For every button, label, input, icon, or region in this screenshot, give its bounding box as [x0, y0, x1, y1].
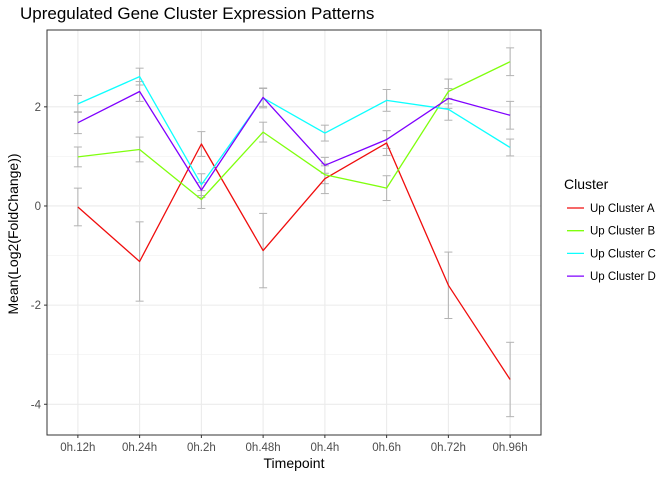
y-tick-label: 0 [35, 201, 41, 213]
x-tick-label: 0h.6h [372, 442, 401, 454]
y-tick-label: -2 [31, 300, 41, 312]
x-axis-title: Timepoint [264, 455, 325, 471]
legend-label: Up Cluster C [590, 248, 656, 260]
series-line [77, 142, 511, 380]
error-bar [73, 146, 82, 168]
axes: -4 -2 0 2 0h.12h 0h.24h 0h.2h 0h.48h 0h.4h 0h.6h 0… [31, 102, 528, 454]
x-tick-label: 0h.4h [310, 442, 339, 454]
series-lines [77, 61, 511, 380]
legend-title: Cluster [564, 176, 609, 192]
x-tick-label: 0h.24h [122, 442, 157, 454]
y-tick-label: -4 [31, 399, 42, 411]
chart-title: Upregulated Gene Cluster Expression Patt… [20, 4, 374, 23]
error-bar [506, 138, 515, 157]
y-axis-title: Mean(Log2(FoldChange)) [5, 153, 21, 314]
x-tick-label: 0h.96h [493, 442, 528, 454]
series-line [77, 75, 511, 186]
error-bar [506, 47, 515, 77]
error-bar [73, 111, 82, 135]
error-bar [506, 100, 515, 130]
plot-panel-border [46, 29, 542, 436]
legend-label: Up Cluster D [590, 271, 656, 283]
x-tick-label: 0h.48h [246, 442, 281, 454]
x-tick-label: 0h.12h [60, 442, 95, 454]
legend-label: Up Cluster B [590, 226, 656, 238]
legend-label: Up Cluster A [590, 203, 655, 215]
x-tick-label: 0h.2h [187, 442, 216, 454]
x-tick-label: 0h.72h [431, 442, 466, 454]
series-line [77, 90, 511, 191]
legend: Cluster Up Cluster A Up Cluster B Up Clust… [564, 176, 656, 283]
y-tick-label: 2 [35, 102, 41, 114]
error-bar [73, 187, 82, 227]
